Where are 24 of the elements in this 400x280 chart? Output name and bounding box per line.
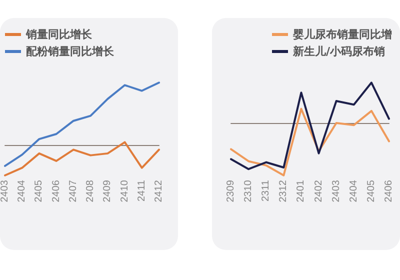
x-tick-label: 2406	[384, 180, 394, 202]
x-tick-label: 2403	[0, 180, 10, 202]
x-tick-label: 2404	[348, 180, 360, 202]
x-tick-label: 2412	[154, 180, 164, 202]
legend-label: 新生儿/小码尿布销	[292, 45, 386, 58]
legend-label: 销量同比增长	[25, 28, 93, 41]
x-tick-label: 2311	[260, 180, 272, 202]
x-tick-label: 2410	[119, 180, 130, 202]
x-tick-label: 2411	[136, 180, 148, 202]
x-tick-label: 2404	[16, 180, 28, 202]
x-tick-label: 2406	[50, 180, 62, 202]
x-tick-label: 2409	[102, 180, 114, 202]
x-tick-label: 2310	[243, 180, 254, 202]
legend-label: 配粉销量同比增长	[26, 45, 115, 58]
x-tick-label: 2401	[296, 180, 307, 202]
x-tick-label: 2402	[313, 180, 324, 202]
legend-label: 婴儿尿布销量同比增	[292, 28, 392, 41]
x-tick-label: 2405	[34, 180, 45, 202]
x-tick-label: 2403	[330, 180, 342, 202]
x-tick-label: 2405	[366, 180, 377, 202]
x-tick-label: 2407	[68, 180, 79, 202]
x-tick-label: 2309	[226, 180, 236, 202]
x-tick-label: 2312	[278, 180, 290, 202]
x-tick-label: 2408	[85, 180, 96, 202]
